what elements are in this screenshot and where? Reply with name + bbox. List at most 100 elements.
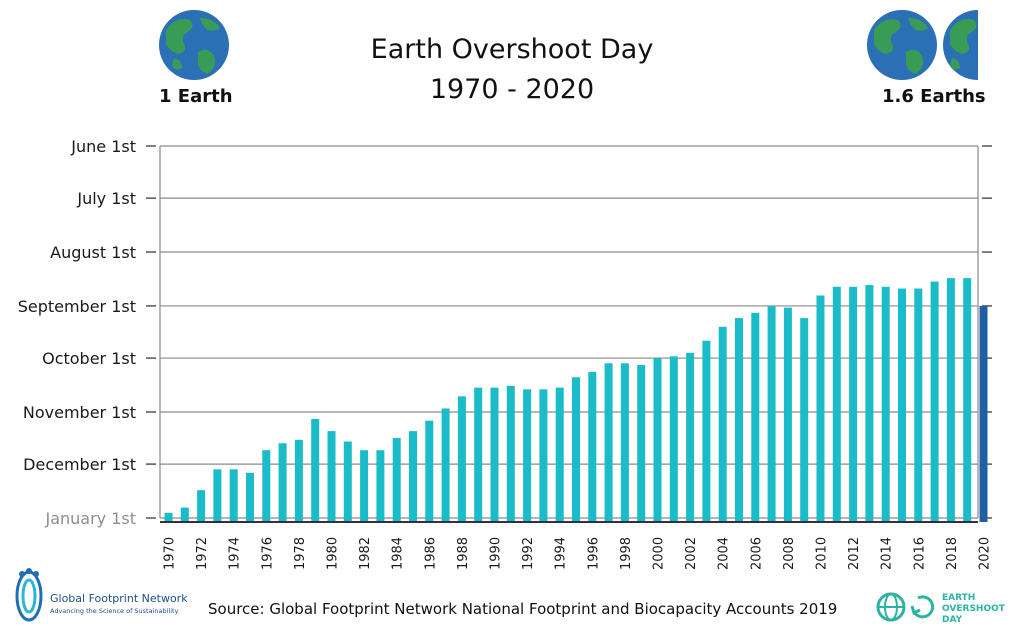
- bar-2005: [735, 318, 743, 522]
- bar-2006: [751, 312, 760, 522]
- bar-1981: [343, 441, 352, 522]
- eod-logo: EARTH OVERSHOOT DAY: [874, 590, 1014, 630]
- bar-2009: [800, 318, 809, 522]
- y-tick-label: August 1st: [50, 243, 136, 262]
- y-tick-label: October 1st: [42, 349, 136, 368]
- bar-1997: [604, 363, 613, 522]
- x-tick-label: 1994: [554, 537, 569, 570]
- x-tick-label: 2004: [717, 537, 732, 570]
- bar-1977: [278, 443, 287, 522]
- x-tick-label: 1986: [423, 537, 438, 570]
- bar-1976: [262, 450, 271, 522]
- x-tick-label: 2006: [749, 537, 764, 570]
- bar-1979: [311, 418, 320, 522]
- gfn-name: Global Footprint Network: [50, 592, 188, 605]
- bar-2002: [686, 352, 695, 522]
- x-tick-label: 1996: [586, 537, 601, 570]
- plot-area: June 1st July 1st August 1st September 1st O…: [18, 137, 993, 570]
- y-tick-label: December 1st: [23, 455, 136, 474]
- gfn-logo: Global Footprint Network Advancing the S…: [12, 566, 202, 626]
- x-tick-label: 2002: [684, 537, 699, 570]
- bar-2020: [979, 305, 988, 522]
- source-note: Source: Global Footprint Network Nationa…: [208, 600, 838, 618]
- bar-1998: [620, 363, 629, 522]
- bar-1986: [425, 420, 434, 522]
- bar-1989: [474, 387, 483, 522]
- bar-1980: [327, 431, 336, 522]
- bar-2017: [930, 281, 939, 522]
- y-tick-label: July 1st: [76, 189, 136, 208]
- globe-loop-icon: [876, 592, 935, 622]
- bar-2000: [653, 358, 662, 522]
- gfn-tagline: Advancing the Science of Sustainability: [50, 607, 179, 615]
- bar-1983: [376, 450, 385, 522]
- x-tick-label: 1976: [260, 537, 275, 570]
- x-tick-label: 1998: [619, 537, 634, 570]
- bar-1988: [457, 396, 466, 522]
- y-tick-label: September 1st: [18, 297, 136, 316]
- bar-2011: [832, 286, 841, 522]
- x-tick-label: 2000: [652, 537, 667, 570]
- bar-1970: [164, 512, 173, 522]
- bar-2007: [767, 305, 776, 522]
- bar-2016: [914, 288, 923, 522]
- bar-2015: [898, 288, 906, 522]
- y-tick-label: January 1st: [44, 509, 136, 528]
- y-tick-label: June 1st: [70, 137, 136, 156]
- x-tick-label: 2016: [912, 537, 927, 570]
- x-tick-label: 2014: [880, 537, 895, 570]
- bar-1991: [506, 385, 515, 522]
- x-tick-label: 1984: [391, 537, 406, 570]
- x-tick-label: 2008: [782, 537, 797, 570]
- eod-logo-line: EARTH: [942, 593, 976, 603]
- bar-1973: [213, 469, 222, 522]
- bar-1993: [539, 389, 548, 522]
- x-tick-label: 2012: [847, 537, 862, 570]
- bar-1974: [229, 469, 238, 522]
- bar-1999: [637, 365, 646, 522]
- bar-2003: [702, 340, 711, 522]
- x-tick-label: 1978: [293, 537, 308, 570]
- bar-1992: [523, 389, 532, 522]
- bar-1987: [441, 408, 450, 522]
- x-tick-label: 1972: [195, 537, 210, 570]
- bar-1978: [294, 439, 303, 522]
- bar-1990: [490, 387, 499, 522]
- bar-1996: [588, 371, 597, 522]
- bar-1995: [572, 377, 580, 522]
- bar-1985: [409, 431, 417, 522]
- chart-title-line2: 1970 - 2020: [429, 74, 595, 105]
- footprint-icon: [15, 568, 43, 622]
- x-tick-label: 1988: [456, 537, 471, 570]
- bar-1971: [180, 507, 189, 522]
- bar-1975: [246, 472, 254, 522]
- bar-2010: [816, 295, 825, 522]
- earth-globe-icon: [159, 10, 229, 80]
- bar-2018: [946, 278, 955, 522]
- eod-logo-line: OVERSHOOT: [942, 604, 1005, 614]
- chart-title-line1: Earth Overshoot Day: [370, 34, 654, 65]
- x-tick-label: 1974: [228, 537, 243, 570]
- bar-2001: [669, 356, 678, 522]
- x-tick-label: 1990: [489, 537, 504, 570]
- y-tick-label: November 1st: [23, 403, 136, 422]
- earth-globe-icon: [867, 10, 937, 80]
- bar-1972: [197, 490, 206, 522]
- x-tick-label: 1980: [326, 537, 341, 570]
- bar-2013: [865, 285, 874, 522]
- bar-2019: [963, 278, 972, 522]
- x-tick-label: 2018: [945, 537, 960, 570]
- eod-logo-line: DAY: [942, 615, 963, 625]
- bar-2008: [783, 307, 792, 522]
- one-earth-label: 1 Earth: [159, 86, 233, 107]
- one-point-six-earths-label: 1.6 Earths: [882, 86, 986, 107]
- x-tick-label: 2020: [978, 537, 993, 570]
- x-tick-label: 1992: [521, 537, 536, 570]
- bar-2014: [881, 286, 890, 522]
- bar-2012: [849, 286, 858, 522]
- bar-1994: [555, 387, 564, 522]
- bar-1984: [392, 438, 401, 522]
- x-tick-label: 1982: [358, 537, 373, 570]
- eod-logo-text: EARTH OVERSHOOT DAY: [942, 593, 1005, 626]
